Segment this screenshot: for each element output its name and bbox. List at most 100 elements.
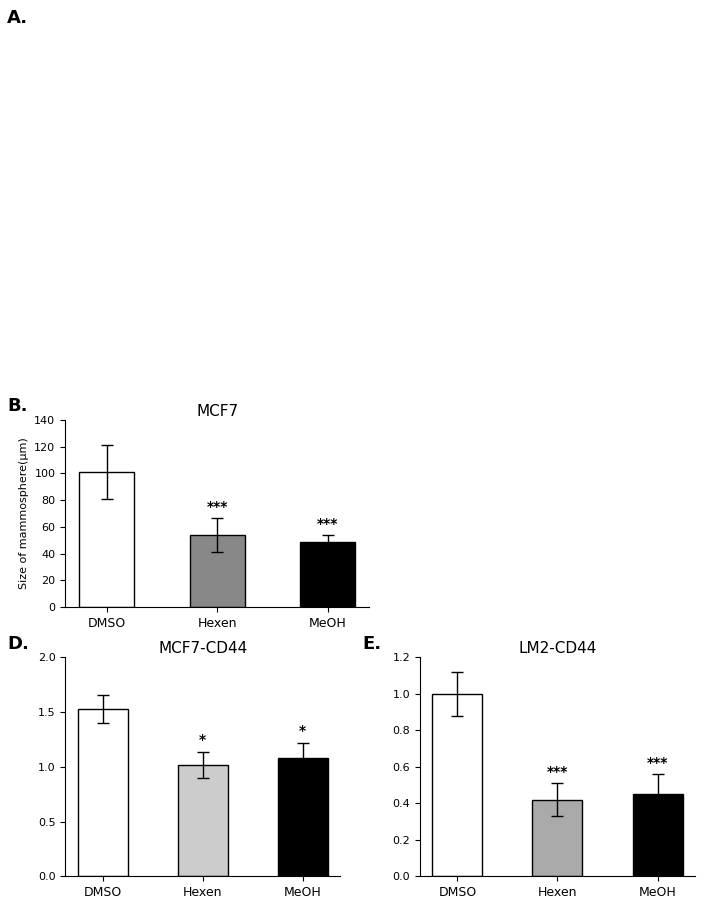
Circle shape (212, 152, 215, 155)
Title: MCF7: MCF7 (196, 404, 238, 419)
Circle shape (121, 299, 125, 301)
Circle shape (132, 112, 134, 114)
Circle shape (538, 162, 548, 170)
Circle shape (72, 318, 81, 325)
Circle shape (570, 173, 580, 181)
Circle shape (587, 163, 592, 167)
Circle shape (80, 144, 83, 146)
Circle shape (355, 360, 360, 363)
Circle shape (96, 91, 98, 92)
Circle shape (214, 155, 216, 158)
Text: ***: *** (206, 499, 228, 513)
Circle shape (174, 163, 175, 164)
Circle shape (206, 145, 209, 148)
Circle shape (137, 301, 145, 308)
Circle shape (539, 99, 547, 106)
Circle shape (176, 154, 177, 156)
Circle shape (80, 296, 85, 299)
Text: S. Confusum (MeOH) 100uM: S. Confusum (MeOH) 100uM (582, 198, 710, 207)
Circle shape (686, 192, 695, 198)
Circle shape (130, 102, 132, 104)
Circle shape (175, 124, 178, 126)
Circle shape (91, 276, 98, 281)
Circle shape (104, 302, 109, 305)
Circle shape (100, 301, 104, 305)
Circle shape (445, 115, 448, 118)
Circle shape (691, 191, 700, 198)
Circle shape (110, 140, 112, 142)
Circle shape (214, 148, 217, 151)
Circle shape (201, 100, 203, 102)
Circle shape (612, 98, 618, 103)
Circle shape (332, 83, 340, 89)
Circle shape (85, 94, 87, 95)
Circle shape (171, 73, 173, 75)
Circle shape (177, 161, 178, 163)
Circle shape (196, 158, 199, 161)
Text: S. Confusum (MeOH) 100uM: S. Confusum (MeOH) 100uM (582, 381, 710, 390)
Circle shape (90, 328, 99, 335)
Circle shape (187, 90, 190, 92)
Circle shape (172, 155, 174, 156)
Text: MCF7: MCF7 (504, 47, 538, 58)
Circle shape (99, 304, 104, 308)
Circle shape (626, 360, 631, 363)
Circle shape (111, 285, 115, 289)
Circle shape (504, 126, 512, 131)
Circle shape (96, 95, 97, 96)
Bar (77, 708, 127, 876)
Circle shape (113, 152, 115, 153)
Circle shape (105, 303, 109, 307)
Circle shape (161, 73, 163, 75)
Circle shape (86, 89, 98, 99)
Circle shape (113, 275, 120, 281)
Circle shape (102, 310, 106, 313)
Circle shape (163, 162, 165, 163)
Text: A.: A. (7, 9, 28, 27)
Circle shape (175, 154, 177, 156)
Circle shape (388, 341, 394, 346)
Circle shape (684, 89, 690, 95)
Circle shape (365, 137, 373, 143)
Circle shape (535, 178, 542, 183)
Circle shape (569, 351, 576, 355)
Circle shape (92, 131, 95, 132)
Circle shape (73, 130, 76, 131)
Text: LM2: LM2 (504, 230, 529, 240)
Bar (300, 541, 355, 607)
Circle shape (211, 152, 214, 154)
Circle shape (112, 140, 114, 142)
Circle shape (118, 149, 120, 151)
Circle shape (71, 141, 74, 142)
Circle shape (96, 91, 98, 92)
Circle shape (98, 290, 104, 294)
Circle shape (421, 278, 428, 285)
Circle shape (126, 112, 128, 114)
Circle shape (203, 86, 206, 88)
Circle shape (102, 305, 106, 309)
Circle shape (137, 100, 139, 101)
Circle shape (138, 100, 140, 102)
Circle shape (65, 300, 75, 309)
Circle shape (158, 69, 173, 82)
Circle shape (164, 158, 166, 160)
Text: S. Confusum (Hexen) 100uM: S. Confusum (Hexen) 100uM (355, 198, 484, 207)
Circle shape (176, 77, 178, 79)
Circle shape (509, 173, 518, 180)
Circle shape (321, 297, 328, 302)
Circle shape (88, 307, 92, 310)
Circle shape (73, 127, 93, 142)
Circle shape (108, 141, 110, 142)
Text: DMSO: DMSO (221, 197, 258, 207)
Circle shape (209, 90, 211, 92)
Text: B.: B. (7, 397, 28, 415)
Bar (532, 800, 583, 876)
Circle shape (71, 283, 81, 291)
Circle shape (595, 110, 602, 116)
Circle shape (658, 270, 664, 275)
Circle shape (602, 322, 610, 330)
Text: ***: *** (317, 517, 338, 531)
Text: ***: *** (647, 756, 668, 770)
Circle shape (101, 303, 106, 307)
Text: *: * (199, 733, 206, 747)
